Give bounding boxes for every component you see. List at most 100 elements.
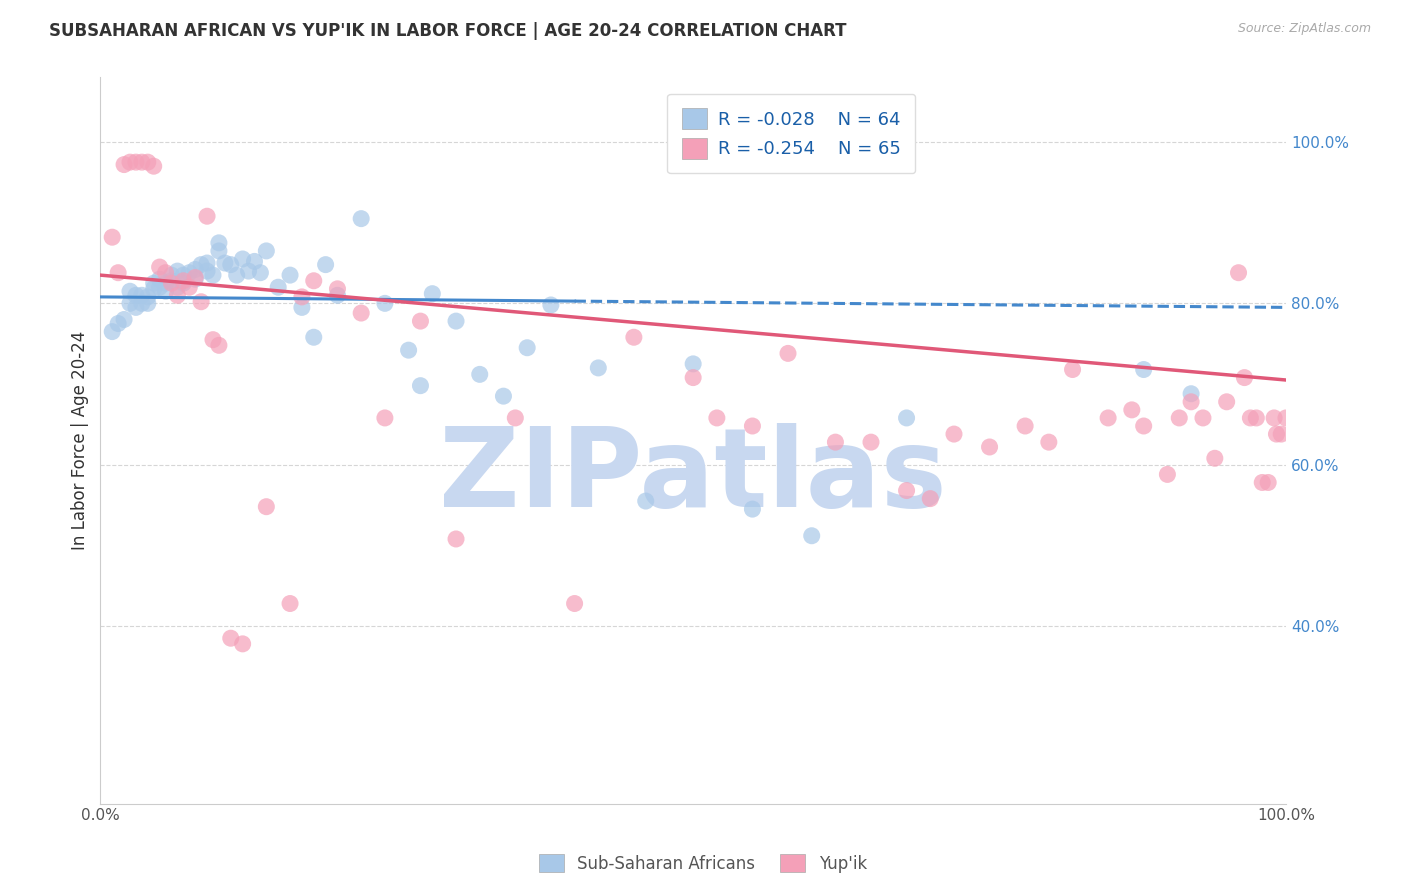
Point [166,280,188,294]
Point [564,597,586,611]
Point [125,288,148,302]
Point [142,159,165,173]
Point [201,333,224,347]
Point [101,325,124,339]
Point [254,500,277,514]
Point [184,270,207,285]
Point [131,296,153,310]
Point [195,264,218,278]
Legend: R = -0.028    N = 64, R = -0.254    N = 65: R = -0.028 N = 64, R = -0.254 N = 65 [668,94,915,173]
Point [238,264,260,278]
Point [409,314,432,328]
Point [516,341,538,355]
Point [208,235,231,250]
Point [160,274,183,288]
Point [1263,411,1285,425]
Point [195,209,218,223]
Point [142,282,165,296]
Point [172,276,194,290]
Point [741,502,763,516]
Point [682,370,704,384]
Point [1227,266,1250,280]
Point [326,288,349,302]
Point [800,529,823,543]
Point [184,272,207,286]
Point [1132,362,1154,376]
Point [1097,411,1119,425]
Point [374,411,396,425]
Point [155,266,177,280]
Point [208,338,231,352]
Point [125,301,148,315]
Point [136,290,159,304]
Point [195,256,218,270]
Point [166,288,188,302]
Legend: Sub-Saharan Africans, Yup'ik: Sub-Saharan Africans, Yup'ik [533,847,873,880]
Point [741,419,763,434]
Point [118,155,141,169]
Point [149,272,172,286]
Point [291,301,314,315]
Point [1121,402,1143,417]
Point [1204,451,1226,466]
Point [172,274,194,288]
Point [1156,467,1178,482]
Point [232,637,254,651]
Point [1168,411,1191,425]
Point [149,280,172,294]
Point [1265,427,1288,442]
Point [149,260,172,274]
Point [1239,411,1261,425]
Point [112,158,135,172]
Point [706,411,728,425]
Point [172,268,194,282]
Point [682,357,704,371]
Point [190,258,212,272]
Point [136,155,159,169]
Point [1132,419,1154,434]
Point [468,368,491,382]
Point [179,280,201,294]
Point [896,483,918,498]
Point [1062,362,1084,376]
Point [409,378,432,392]
Point [118,296,141,310]
Point [1275,411,1298,425]
Text: Source: ZipAtlas.com: Source: ZipAtlas.com [1237,22,1371,36]
Point [1180,386,1202,401]
Point [1246,411,1268,425]
Point [1233,370,1256,384]
Point [136,296,159,310]
Point [219,258,242,272]
Point [315,258,337,272]
Text: ZIPatlas: ZIPatlas [439,424,948,531]
Point [267,280,290,294]
Point [326,282,349,296]
Point [249,266,271,280]
Point [1192,411,1215,425]
Point [920,491,942,506]
Text: SUBSAHARAN AFRICAN VS YUP'IK IN LABOR FORCE | AGE 20-24 CORRELATION CHART: SUBSAHARAN AFRICAN VS YUP'IK IN LABOR FO… [49,22,846,40]
Point [1038,435,1060,450]
Point [131,288,153,302]
Point [776,346,799,360]
Point [160,276,183,290]
Point [420,286,443,301]
Point [824,435,846,450]
Point [540,298,562,312]
Point [243,254,266,268]
Point [859,435,882,450]
Point [155,285,177,299]
Point [278,268,301,282]
Point [101,230,124,244]
Point [160,268,183,282]
Point [219,631,242,645]
Point [184,262,207,277]
Point [1014,419,1036,434]
Point [131,155,153,169]
Point [214,256,236,270]
Point [896,411,918,425]
Point [112,312,135,326]
Point [1251,475,1274,490]
Point [588,360,610,375]
